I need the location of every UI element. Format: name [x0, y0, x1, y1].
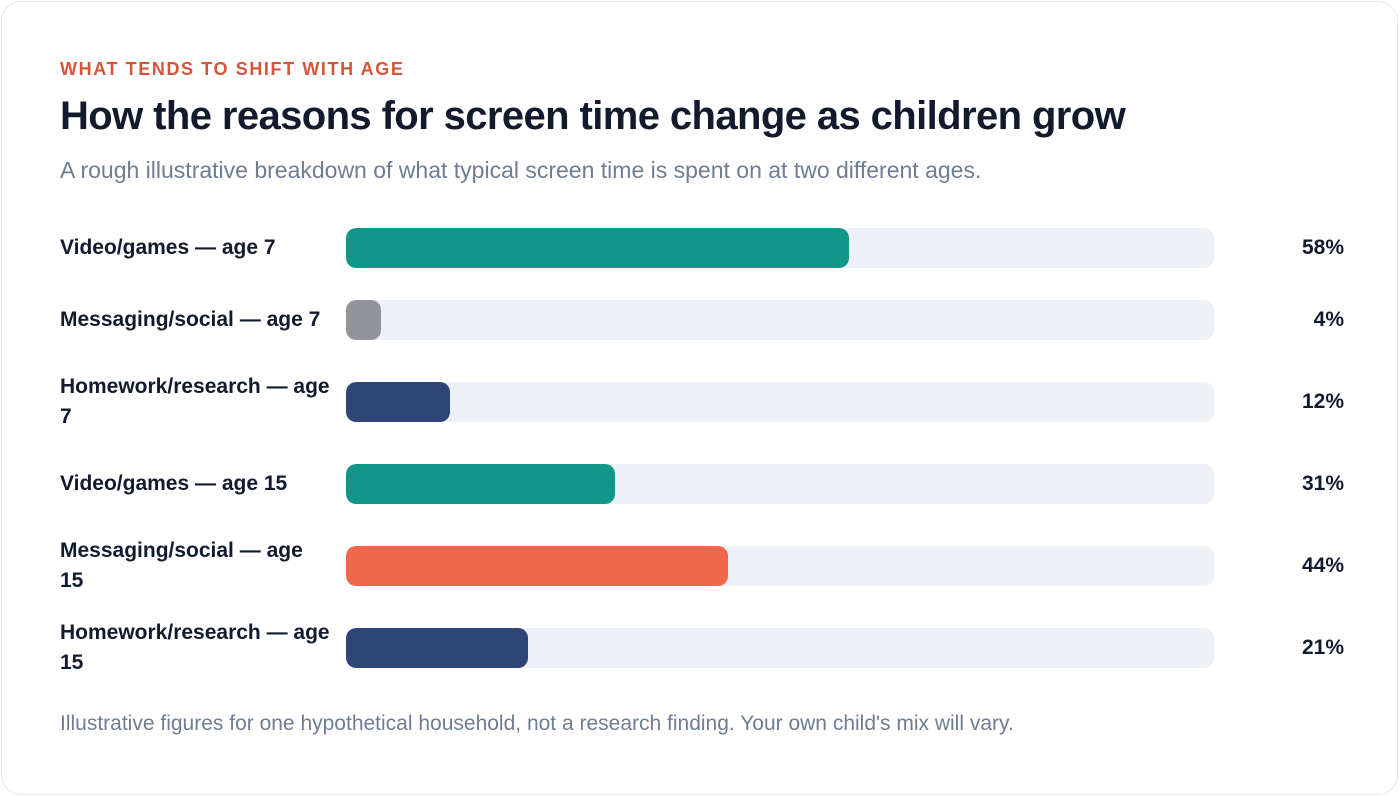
bar-track	[346, 300, 1214, 340]
bar-track	[346, 382, 1214, 422]
bar-value-label: 12%	[1301, 390, 1344, 413]
bar-row: Homework/research — age 7 12%	[60, 364, 1344, 440]
bar-row: Messaging/social — age 15 44%	[60, 528, 1344, 604]
bar-row: Video/games — age 7 58%	[60, 210, 1344, 286]
footnote: Illustrative figures for one hypothetica…	[60, 712, 1014, 735]
bar-category-label: Messaging/social — age 15	[60, 539, 303, 592]
bar-category-label: Video/games — age 15	[60, 472, 288, 495]
bar	[346, 300, 381, 340]
bar	[346, 464, 615, 504]
bar-value-label: 44%	[1301, 554, 1344, 577]
bar-row: Homework/research — age 15 21%	[60, 610, 1344, 686]
bar-track	[346, 464, 1214, 504]
bar-category-label: Messaging/social — age 7	[60, 308, 321, 331]
bar	[346, 228, 849, 268]
bar-row: Video/games — age 15 31%	[60, 446, 1344, 522]
chart-title: How the reasons for screen time change a…	[60, 94, 1126, 138]
bar-value-label: 4%	[1313, 308, 1344, 331]
bar-value-label: 58%	[1301, 236, 1344, 259]
bar-row: Messaging/social — age 7 4%	[60, 282, 1344, 358]
bar-track	[346, 228, 1214, 268]
bar-track	[346, 628, 1214, 668]
bar-track	[346, 546, 1214, 586]
bar	[346, 382, 450, 422]
bar-category-label: Homework/research — age 15	[60, 621, 330, 674]
bar-value-label: 21%	[1301, 636, 1344, 659]
bar	[346, 628, 528, 668]
bar-category-label: Video/games — age 7	[60, 236, 276, 259]
chart-subtitle: A rough illustrative breakdown of what t…	[60, 157, 982, 183]
eyebrow-label: WHAT TENDS TO SHIFT WITH AGE	[60, 59, 405, 79]
bar	[346, 546, 728, 586]
bar-category-label: Homework/research — age 7	[60, 375, 330, 428]
bar-value-label: 31%	[1301, 472, 1344, 495]
